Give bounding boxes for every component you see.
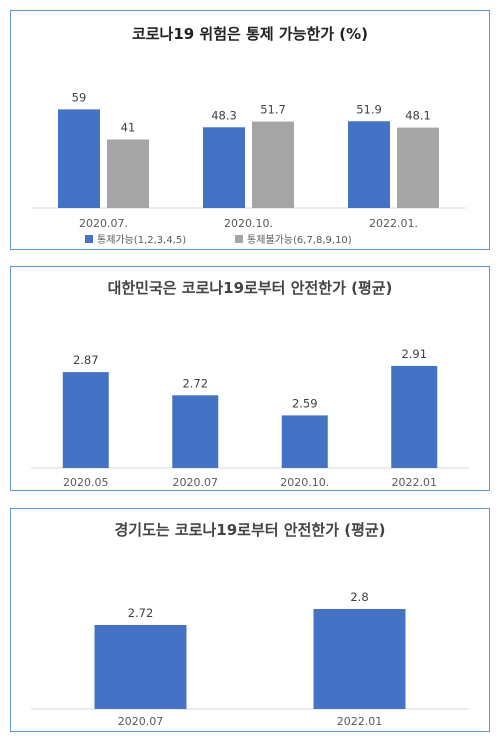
chart-title-3: 경기도는 코로나19로부터 안전한가 (평균) (114, 521, 386, 539)
tick-label-3-1: 2020.07 (118, 715, 164, 728)
tick-label-1-1: 2020.07. (79, 217, 128, 230)
bar-1-2-2 (252, 121, 294, 208)
tick-label-2-1: 2020.05 (63, 476, 109, 489)
data-label-2-1-2: 2.72 (182, 376, 208, 390)
data-label-2-1-3: 2.59 (292, 396, 318, 410)
bar-1-1-2 (203, 127, 245, 208)
bar-1-1-3 (348, 121, 390, 208)
chart-title-2: 대한민국은 코로나19로부터 안전한가 (평균) (107, 279, 393, 297)
bar-2-1-4 (391, 365, 438, 468)
data-label-1-1-2: 48.3 (211, 108, 237, 122)
data-label-1-2-2: 51.7 (260, 103, 286, 117)
bar-2-1-1 (62, 372, 109, 468)
legend-swatch-2 (235, 235, 243, 243)
bar-2-1-2 (172, 395, 219, 468)
tick-label-1-3: 2022.01. (369, 217, 418, 230)
data-label-3-1-1: 2.72 (128, 606, 154, 620)
legend-label-1: 통제가능(1,2,3,4,5) (97, 234, 186, 246)
chart-panel-2: 대한민국은 코로나19로부터 안전한가 (평균) 2.87 2020.05 2.72… (10, 266, 490, 491)
chart-panel-3: 경기도는 코로나19로부터 안전한가 (평균) 2.72 2020.07 2.8 20… (10, 508, 490, 732)
bar-3-1-1 (94, 625, 187, 709)
data-label-1-1-1: 59 (72, 90, 87, 104)
tick-label-2-3: 2020.10. (280, 476, 329, 489)
bar-1-1-1 (58, 109, 100, 208)
tick-label-3-2: 2022.01 (337, 715, 383, 728)
bar-1-2-1 (107, 139, 149, 208)
chart-title-1: 코로나19 위험은 통제 가능한가 (%) (131, 25, 369, 43)
bar-2-1-3 (281, 415, 328, 468)
data-label-1-2-3: 48.1 (405, 109, 431, 123)
tick-label-1-2: 2020.10. (224, 217, 273, 230)
chart-3-svg: 2.72 2020.07 2.8 2022.01 (31, 590, 469, 728)
tick-label-2-2: 2020.07 (173, 476, 219, 489)
chart-2-svg: 2.87 2020.05 2.72 2020.07 2.59 2020.10. 2.91 20… (31, 347, 469, 489)
legend-swatch-1 (85, 235, 93, 243)
data-label-2-1-1: 2.87 (73, 353, 99, 367)
chart-panel-1: 코로나19 위험은 통제 가능한가 (%) 59 41 2020.07. 48.3 51… (10, 10, 490, 250)
bar-1-2-3 (397, 127, 439, 208)
data-label-1-2-1: 41 (121, 120, 136, 134)
data-label-1-1-3: 51.9 (356, 102, 382, 116)
data-label-3-1-2: 2.8 (350, 590, 368, 604)
bar-3-1-2 (313, 609, 406, 709)
chart-1-svg: 59 41 2020.07. 48.3 51.7 2020.10. 51.9 48.1 2022… (31, 90, 466, 246)
legend-label-2: 통제불가능(6,7,8,9,10) (247, 234, 352, 246)
tick-label-2-4: 2022.01 (392, 476, 438, 489)
data-label-2-1-4: 2.91 (401, 347, 427, 361)
